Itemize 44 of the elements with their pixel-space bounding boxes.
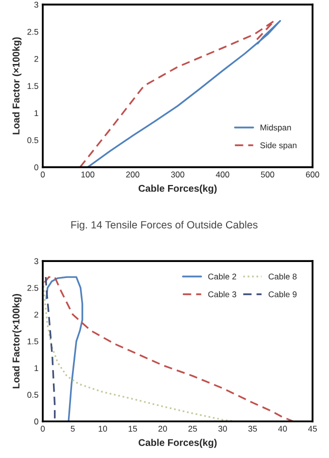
x-tick-label: 25 [188,426,197,432]
x-tick-label: 15 [128,426,137,432]
x-tick-label: 100 [81,172,94,178]
legend-label: Cable 3 [208,291,236,298]
y-axis-title: Load Factor (×100kg) [12,37,22,134]
y-tick-label: 2.5 [27,284,38,291]
x-axis-title: Cable Forces(kg) [138,184,217,194]
x-tick-label: 20 [158,426,167,432]
x-tick-label: 300 [171,172,184,178]
x-tick-label: 5 [70,426,75,432]
x-tick-label: 0 [40,426,45,432]
x-tick-label: 45 [308,426,317,432]
line-series [46,276,84,422]
y-tick-label: 1 [34,110,38,116]
y-tick-label: 0.5 [27,137,38,144]
y-tick-label: 3 [34,258,38,264]
y-tick-label: 1 [34,365,38,371]
x-tick-label: 400 [216,172,230,178]
x-tick-label: 35 [248,426,257,432]
x-tick-label: 500 [260,172,274,178]
y-tick-label: 2 [34,56,38,62]
y-tick-label: 0.5 [27,392,38,398]
legend-label: Cable 9 [268,291,297,298]
caption: Fig. 14 Tensile Forces of Outside Cables [71,220,258,231]
x-tick-label: 10 [98,426,108,432]
x-tick-label: 0 [40,172,45,178]
x-tick-label: 200 [126,172,140,178]
y-tick-label: 0 [34,164,38,170]
y-axis-title: Load Factor(×100kg) [12,294,22,388]
y-tick-label: 2 [34,312,38,318]
legend-label: Cable 2 [208,273,236,280]
y-tick-label: 1.5 [28,338,38,344]
x-tick-label: 40 [278,426,287,432]
y-tick-label: 3 [34,2,38,8]
x-tick-label: 30 [218,426,227,432]
legend-label: Cable 8 [268,273,297,280]
x-axis-title: Cable Forces(kg) [138,438,217,448]
y-tick-label: 2.5 [27,28,38,35]
line-series [44,276,56,422]
x-tick-label: 600 [306,172,320,178]
y-tick-label: 0 [34,418,38,424]
legend-label: Midspan [260,124,291,132]
legend-label: Side span [260,142,296,150]
y-tick-label: 1.5 [28,83,38,89]
